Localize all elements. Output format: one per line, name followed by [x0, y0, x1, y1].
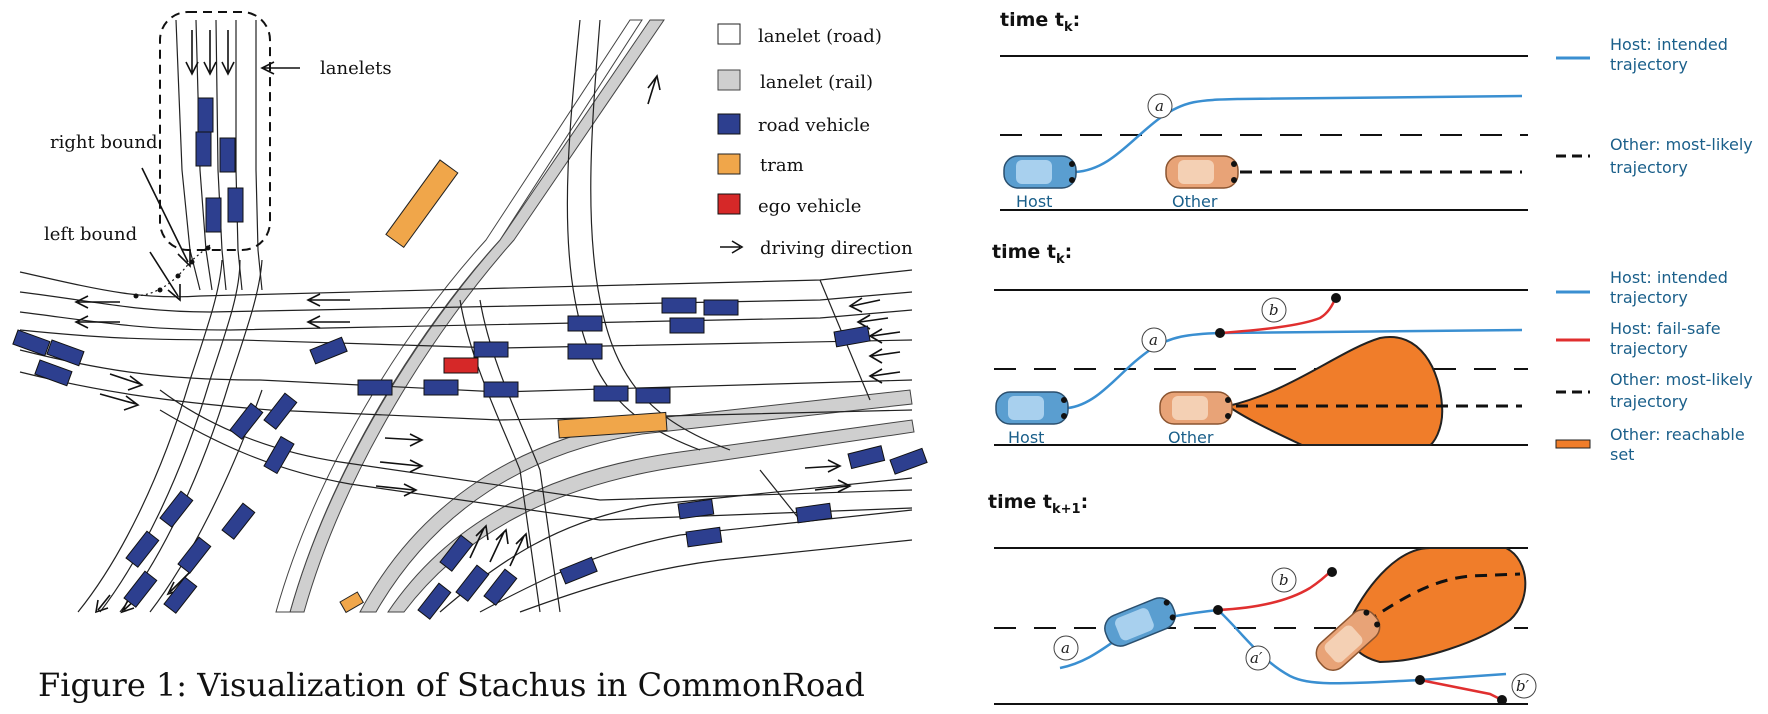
- left-bound-label: left bound: [44, 224, 137, 245]
- point-b-marker: [1271, 567, 1297, 593]
- trams: [339, 159, 668, 614]
- legend-other-most-likely-line2: trajectory: [1610, 158, 1688, 177]
- new-fail-safe-endpoint: [1497, 695, 1507, 705]
- point-b-label: b: [1279, 571, 1289, 589]
- other-label: Other: [1172, 192, 1218, 211]
- legend-reachable-set-swatch: [1555, 439, 1591, 449]
- legend-swatch-tram: [717, 153, 741, 175]
- host-car-icon: [995, 391, 1069, 425]
- legend-host-intended-line1: Host: intended: [1610, 268, 1728, 287]
- point-a-label: a: [1149, 331, 1158, 349]
- other-car-icon: [1165, 155, 1239, 189]
- other-reachable-set: [1225, 335, 1444, 446]
- lanelet-lines: [19, 19, 913, 613]
- legend-host-fail-safe-line2: trajectory: [1610, 339, 1688, 358]
- rail-lanelet: [289, 19, 665, 613]
- other-most-likely-trajectory: [1365, 572, 1521, 624]
- point-b-prime-label: b′: [1516, 677, 1530, 695]
- point-a-marker: [1141, 327, 1167, 353]
- legend-label-rail: lanelet (rail): [760, 72, 873, 93]
- decision-point: [1215, 328, 1225, 338]
- rail-lanelet: [275, 19, 643, 613]
- host-label: Host: [1008, 428, 1044, 447]
- legend-label-road-vehicle: road vehicle: [758, 115, 870, 136]
- legend-other-most-likely-line2: trajectory: [1610, 392, 1688, 411]
- ego-vehicle: [443, 357, 479, 374]
- legend-label-tram: tram: [760, 155, 804, 176]
- legend-reachable-set-line2: set: [1610, 445, 1634, 464]
- right-bound-pointer: [141, 167, 191, 268]
- legend-label-driving-direction: driving direction: [760, 238, 913, 259]
- other-reachable-set: [1347, 547, 1527, 664]
- lanelets-highlight: [159, 11, 271, 251]
- point-b-label: b: [1269, 301, 1279, 319]
- map-legend: lanelet (road) lanelet (rail) road vehic…: [717, 23, 913, 259]
- legend-host-intended-line2: trajectory: [1610, 55, 1688, 74]
- new-decision-point: [1415, 675, 1425, 685]
- road-network-map: lanelets right bound left bound: [12, 11, 928, 620]
- bound-markers: [133, 244, 211, 299]
- right-bound-label: right bound: [50, 132, 158, 153]
- other-car-icon: [1315, 609, 1381, 671]
- tram: [385, 159, 459, 249]
- point-a-marker: [1147, 93, 1173, 119]
- point-a-label: a: [1155, 97, 1164, 115]
- legend-swatch-ego-vehicle: [717, 193, 741, 215]
- fail-safe-endpoint: [1331, 293, 1341, 303]
- legend-host-intended-line1: Host: intended: [1610, 35, 1728, 54]
- legend-swatch-rail: [717, 69, 741, 91]
- trajectory-figure: time tk: Host Other a Host: intended t: [988, 9, 1753, 705]
- legend-reachable-set-line1: Other: reachable: [1610, 425, 1745, 444]
- legend-host-fail-safe-line1: Host: fail-safe: [1610, 319, 1721, 338]
- panel-1-time-label: time tk:: [1000, 9, 1080, 35]
- point-a-prime-marker: [1245, 645, 1271, 671]
- lanelets-pointer: [260, 61, 300, 75]
- host-intended-trajectory: [1217, 609, 1507, 685]
- other-car-icon: [1159, 391, 1233, 425]
- legend-other-most-likely-line1: Other: most-likely: [1610, 370, 1753, 389]
- legend-swatch-road: [717, 23, 741, 45]
- lanelets-label: lanelets: [320, 58, 392, 79]
- panel-3: time tk+1: a: [988, 491, 1537, 705]
- panel-3-time-label: time tk+1:: [988, 491, 1088, 517]
- point-b-prime-marker: [1511, 673, 1537, 699]
- other-label: Other: [1168, 428, 1214, 447]
- decision-point: [1213, 605, 1223, 615]
- figure-caption: Figure 1: Visualization of Stachus in Co…: [38, 666, 865, 704]
- road-vehicles: [12, 97, 928, 620]
- host-new-fail-safe-trajectory: [1419, 678, 1503, 702]
- tram: [339, 591, 365, 614]
- point-a-marker: [1053, 635, 1079, 661]
- tram: [557, 411, 668, 439]
- driving-direction-arrows: [74, 30, 901, 614]
- host-car-icon: [1104, 597, 1176, 647]
- legend-other-most-likely-line1: Other: most-likely: [1610, 135, 1753, 154]
- legend-label-ego-vehicle: ego vehicle: [758, 196, 861, 217]
- panel-1: time tk: Host Other a Host: intended t: [1000, 9, 1753, 211]
- left-bound-pointer: [149, 251, 181, 302]
- host-fail-safe-trajectory: [1217, 569, 1333, 612]
- point-b-marker: [1261, 297, 1287, 323]
- host-car-icon: [1003, 155, 1077, 189]
- point-a-label: a: [1061, 639, 1070, 657]
- legend-swatch-road-vehicle: [717, 113, 741, 135]
- panel-2: time tk: Host Other a: [992, 241, 1753, 464]
- legend-label-road: lanelet (road): [758, 26, 882, 47]
- host-fail-safe-trajectory: [1219, 295, 1338, 335]
- panel-2-time-label: time tk:: [992, 241, 1072, 267]
- point-a-prime-label: a′: [1250, 649, 1263, 667]
- fail-safe-endpoint: [1327, 567, 1337, 577]
- arrow-icon: [720, 240, 744, 254]
- host-label: Host: [1016, 192, 1052, 211]
- legend-host-intended-line2: trajectory: [1610, 288, 1688, 307]
